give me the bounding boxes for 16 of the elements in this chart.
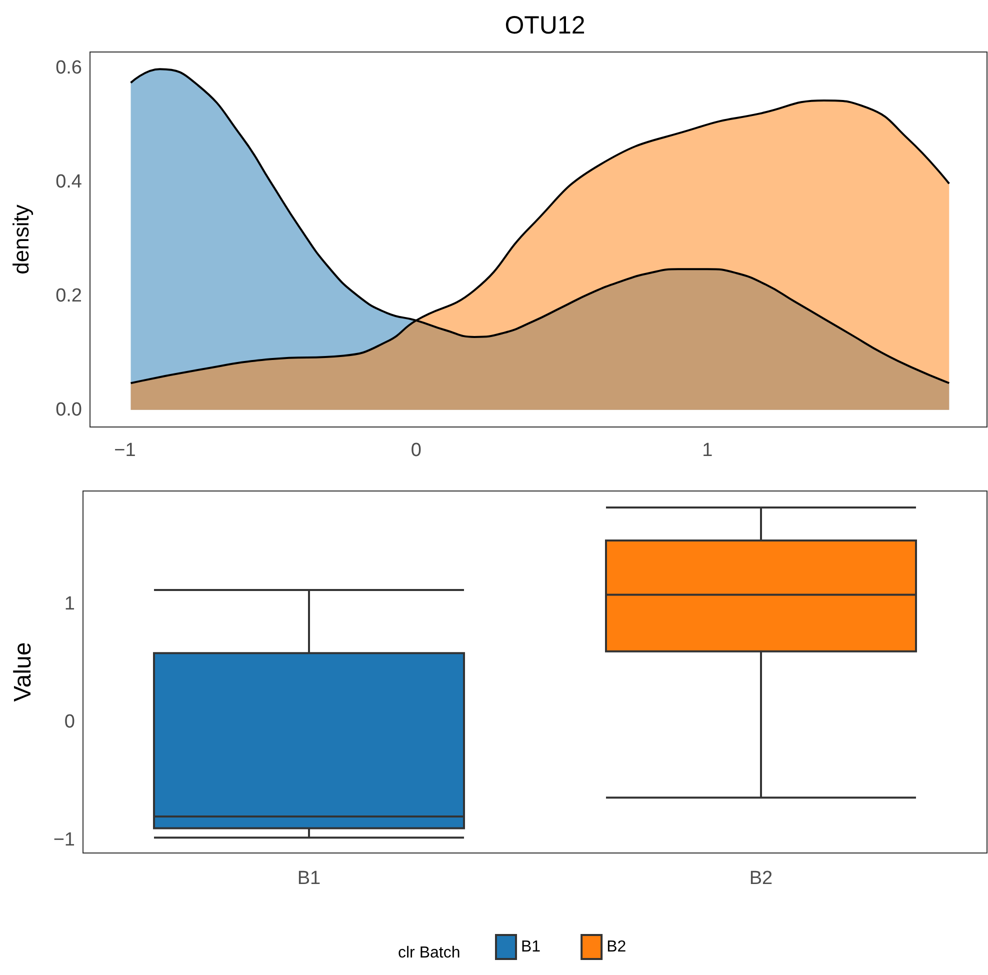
y-tick-label: 0.4 <box>56 171 82 192</box>
x-tick-label: 0 <box>410 440 422 461</box>
y-tick-label: 0.6 <box>56 57 82 78</box>
y-axis-title: density <box>8 204 34 274</box>
legend-title: clr Batch <box>398 944 460 962</box>
chart-title: OTU12 <box>504 12 586 40</box>
y-tick-label: −1 <box>53 830 75 851</box>
y-axis-title: Value <box>10 642 36 702</box>
x-tick-label: 1 <box>702 440 713 461</box>
y-tick-label: 0 <box>64 712 75 733</box>
y-tick-label: 0.0 <box>56 399 82 420</box>
y-tick-label: 1 <box>64 594 75 615</box>
y-tick-label: 0.2 <box>56 285 82 306</box>
legend-label: B1 <box>521 938 541 956</box>
legend-label: B2 <box>606 938 626 956</box>
x-tick-label: −1 <box>114 440 136 461</box>
